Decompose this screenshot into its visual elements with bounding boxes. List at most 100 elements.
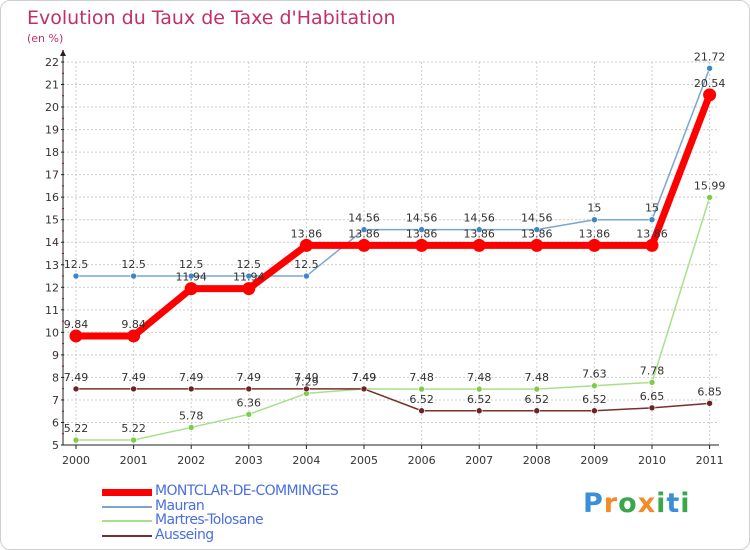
data-point — [533, 226, 541, 233]
data-point — [706, 194, 713, 201]
data-point — [299, 238, 313, 252]
y-tick-label: 18 — [45, 146, 59, 159]
data-label: 6.52 — [525, 393, 550, 406]
data-label: 7.48 — [409, 371, 434, 384]
data-point — [242, 282, 256, 296]
data-label: 15 — [587, 202, 601, 215]
data-point — [648, 404, 656, 412]
data-point — [418, 407, 425, 415]
x-tick-label: 2006 — [408, 454, 436, 467]
x-tick-label: 2010 — [638, 454, 666, 467]
data-point — [245, 385, 253, 393]
data-point — [130, 272, 137, 280]
data-label: 12.5 — [121, 258, 146, 271]
legend-swatch — [102, 534, 152, 537]
y-tick-label: 9 — [52, 349, 59, 362]
data-label: 6.65 — [640, 390, 665, 403]
y-tick-label: 13 — [45, 259, 59, 272]
logo-letter: i — [656, 488, 667, 519]
data-label: 15 — [645, 202, 659, 215]
data-point — [245, 411, 253, 418]
data-label: 7.49 — [352, 371, 377, 384]
y-tick-label: 12 — [45, 281, 59, 294]
data-point — [127, 329, 141, 343]
series-line — [72, 91, 714, 340]
data-point — [591, 382, 598, 390]
data-label: 11.94 — [175, 271, 207, 284]
data-label: 21.72 — [694, 50, 726, 63]
data-point — [587, 238, 601, 252]
data-point — [187, 272, 195, 280]
data-point — [357, 238, 371, 252]
data-label: 6.85 — [697, 385, 722, 398]
x-tick-label: 2007 — [465, 454, 493, 467]
data-label: 14.56 — [463, 212, 495, 225]
logo-letter: t — [666, 488, 681, 519]
data-point — [360, 385, 368, 393]
data-label: 7.49 — [237, 371, 262, 384]
data-point — [475, 407, 483, 415]
series-mauran — [72, 65, 713, 280]
data-label: 12.5 — [179, 258, 204, 271]
y-tick-label: 15 — [45, 214, 59, 227]
data-point — [706, 65, 713, 72]
y-tick-label: 7 — [52, 394, 59, 407]
data-label: 13.86 — [636, 227, 668, 240]
data-point — [472, 238, 486, 252]
data-point — [130, 385, 137, 393]
series-line — [75, 196, 711, 441]
logo-letter: P — [583, 488, 604, 519]
data-point — [72, 272, 80, 280]
y-tick-label: 21 — [45, 79, 59, 92]
data-point — [591, 407, 598, 415]
legend-swatch — [102, 488, 152, 496]
data-label: 7.49 — [121, 371, 146, 384]
data-label: 7.78 — [640, 364, 665, 377]
data-label: 7.49 — [352, 371, 377, 384]
data-label: 14.56 — [521, 212, 553, 225]
y-tick-label: 19 — [45, 124, 59, 137]
data-point — [187, 385, 195, 393]
data-label: 9.84 — [121, 318, 146, 331]
data-label: 7.63 — [582, 368, 607, 381]
data-label: 14.56 — [348, 212, 380, 225]
data-point — [72, 436, 80, 444]
y-tick-label: 20 — [45, 101, 59, 114]
proxiti-logo: Proxiti — [583, 488, 691, 519]
logo-letter: o — [618, 488, 638, 519]
data-label: 6.52 — [467, 393, 492, 406]
data-label: 13.86 — [579, 227, 611, 240]
data-point — [703, 88, 717, 102]
data-point — [415, 238, 429, 252]
data-point — [533, 385, 541, 393]
data-point — [706, 400, 713, 407]
x-tick-label: 2005 — [350, 454, 378, 467]
data-point — [303, 272, 310, 280]
data-label: 11.94 — [233, 271, 265, 284]
series-montclar-de-comminges — [69, 88, 717, 343]
y-tick-label: 14 — [45, 236, 59, 249]
data-label: 7.49 — [179, 371, 204, 384]
data-point — [72, 385, 80, 393]
legend-swatch — [102, 520, 152, 522]
data-point — [184, 282, 198, 296]
data-point — [69, 329, 83, 343]
x-tick-label: 2011 — [696, 454, 724, 467]
data-label: 7.49 — [64, 371, 89, 384]
data-point — [418, 226, 425, 233]
data-label: 13.86 — [348, 227, 380, 240]
series-martres-tolosane — [72, 194, 713, 444]
data-label: 13.86 — [406, 227, 438, 240]
data-point — [303, 385, 310, 393]
y-tick-label: 10 — [45, 326, 59, 339]
data-label: 5.78 — [179, 409, 204, 422]
data-point — [533, 407, 541, 415]
y-tick-label: 17 — [45, 169, 59, 182]
y-tick-label: 22 — [45, 56, 59, 69]
x-tick-label: 2008 — [523, 454, 551, 467]
legend-label: MONTCLAR-DE-COMMINGES — [155, 483, 339, 499]
data-label: 12.5 — [64, 258, 89, 271]
data-label: 15.99 — [694, 179, 726, 192]
data-point — [418, 385, 425, 393]
